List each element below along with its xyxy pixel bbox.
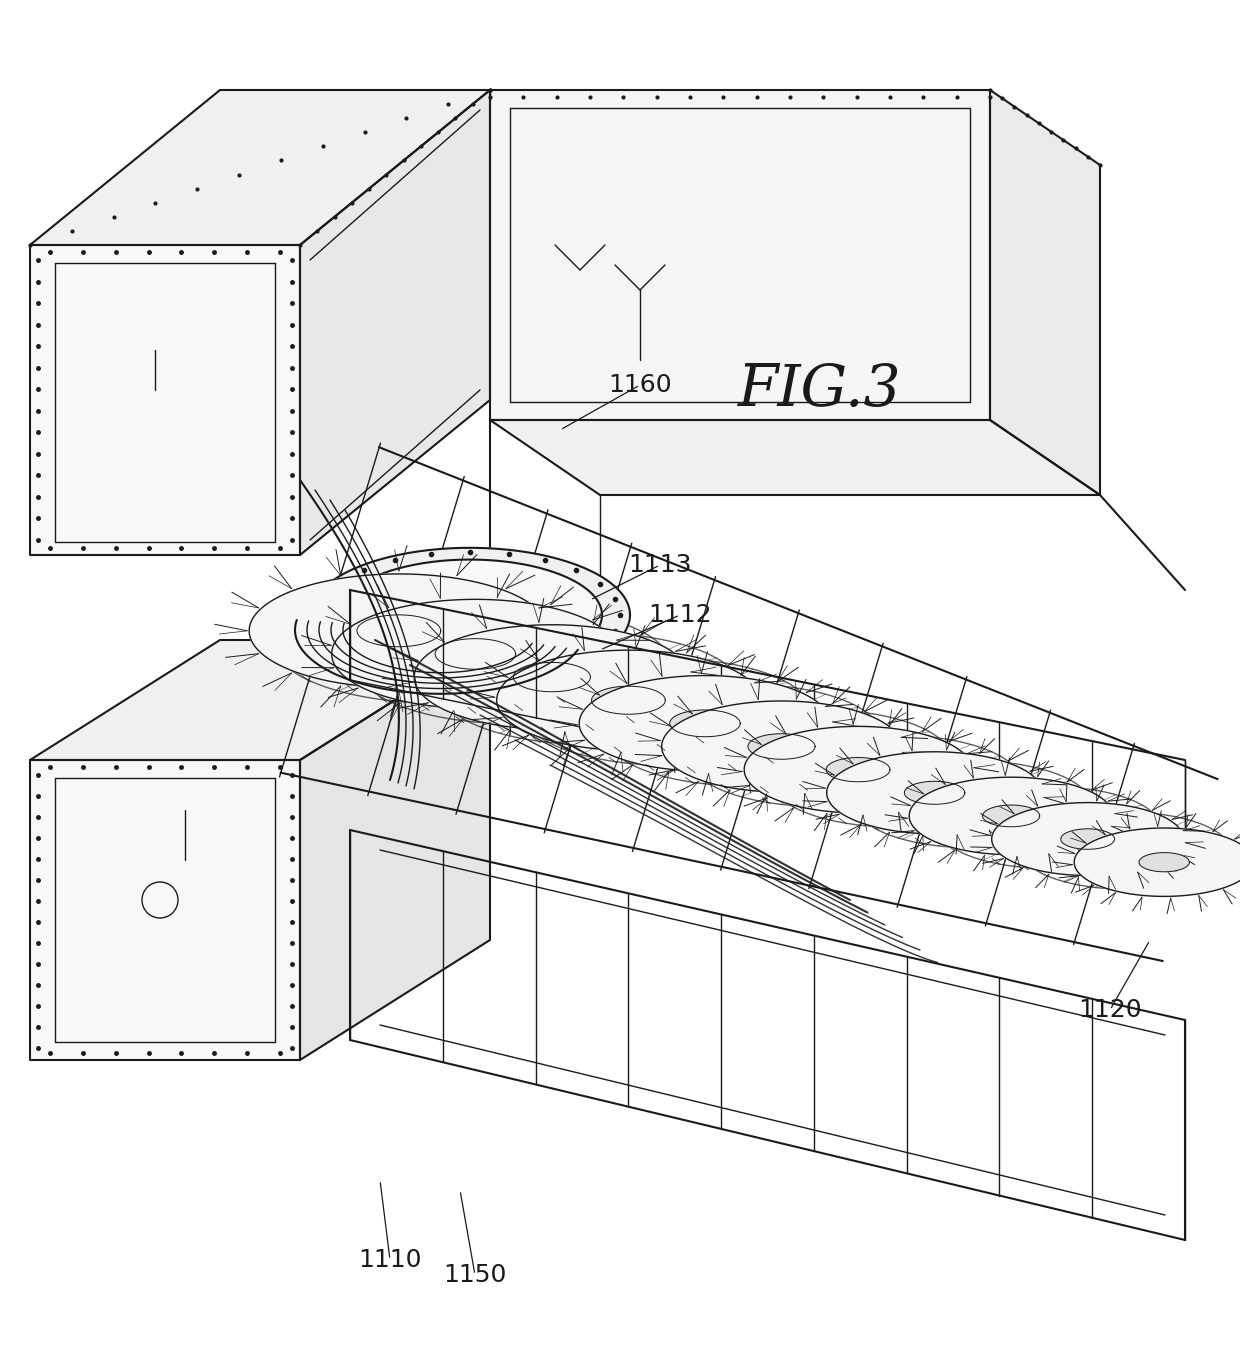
Polygon shape — [579, 675, 831, 771]
Polygon shape — [300, 90, 490, 555]
Polygon shape — [670, 709, 740, 737]
Polygon shape — [904, 782, 965, 804]
Polygon shape — [249, 574, 548, 688]
Polygon shape — [992, 802, 1184, 875]
Polygon shape — [332, 599, 619, 708]
Text: 1110: 1110 — [358, 1248, 422, 1273]
Polygon shape — [990, 90, 1100, 495]
Polygon shape — [513, 663, 590, 692]
Polygon shape — [357, 615, 440, 647]
Polygon shape — [30, 245, 300, 555]
Polygon shape — [909, 778, 1114, 854]
Polygon shape — [827, 752, 1043, 834]
Text: 1120: 1120 — [1079, 998, 1142, 1023]
Polygon shape — [662, 701, 901, 791]
Polygon shape — [591, 686, 666, 714]
Polygon shape — [497, 651, 760, 750]
Polygon shape — [1140, 853, 1189, 872]
Text: 1150: 1150 — [444, 1263, 507, 1286]
Polygon shape — [414, 625, 689, 730]
Polygon shape — [490, 90, 990, 420]
Polygon shape — [435, 638, 516, 670]
Text: 1160: 1160 — [608, 373, 672, 396]
Polygon shape — [982, 805, 1039, 827]
Text: FIG.3: FIG.3 — [738, 362, 901, 418]
Text: 1113: 1113 — [629, 554, 692, 577]
Polygon shape — [300, 640, 490, 1059]
Polygon shape — [490, 420, 1100, 495]
Polygon shape — [30, 640, 490, 760]
Polygon shape — [1060, 828, 1115, 849]
Polygon shape — [30, 90, 490, 245]
Polygon shape — [1074, 828, 1240, 897]
Polygon shape — [30, 760, 300, 1059]
Polygon shape — [748, 734, 815, 759]
Polygon shape — [339, 559, 601, 670]
Polygon shape — [310, 548, 630, 682]
Text: 1112: 1112 — [649, 603, 712, 627]
Polygon shape — [744, 726, 972, 813]
Polygon shape — [826, 757, 890, 782]
